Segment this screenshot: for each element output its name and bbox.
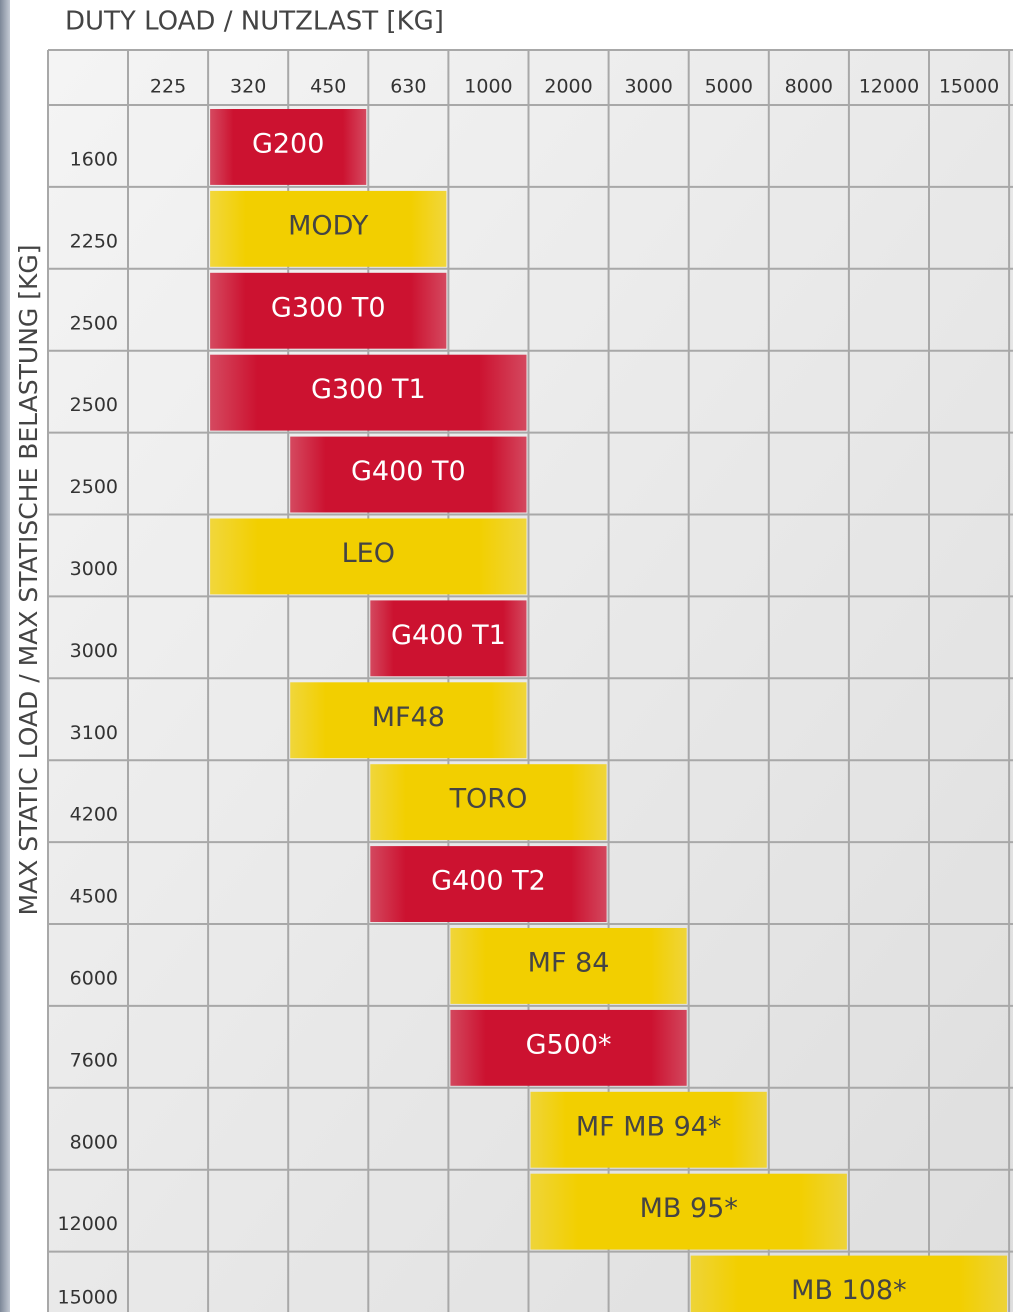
product-label: MB 95* — [640, 1193, 738, 1224]
product-label: G400 T1 — [391, 620, 506, 651]
row-label: 8000 — [70, 1131, 118, 1153]
product-label: G200 — [252, 129, 324, 160]
chart: DUTY LOAD / NUTZLAST [KG] MAX STATIC LOA… — [0, 0, 1013, 1312]
product-label: MF 84 — [528, 948, 610, 979]
title: DUTY LOAD / NUTZLAST [KG] — [65, 7, 444, 37]
row-label: 1600 — [70, 149, 118, 171]
row-label: 2500 — [70, 476, 118, 498]
product-label: MF48 — [372, 702, 445, 733]
product-label: G500* — [526, 1029, 612, 1060]
column-header: 450 — [310, 76, 346, 98]
column-header: 630 — [390, 76, 426, 98]
row-label: 15000 — [58, 1287, 118, 1309]
product-label: LEO — [342, 538, 395, 569]
product-label: G400 T2 — [431, 866, 546, 897]
product-label: G400 T0 — [351, 456, 466, 487]
column-header: 2000 — [544, 76, 592, 98]
row-label: 6000 — [70, 968, 118, 990]
row-label: 3000 — [70, 640, 118, 662]
product-label: G300 T0 — [271, 292, 386, 323]
product-label: MF MB 94* — [576, 1111, 722, 1142]
column-header: 3000 — [624, 76, 672, 98]
row-label: 4200 — [70, 804, 118, 826]
row-label: 2500 — [70, 394, 118, 416]
product-label: MODY — [288, 210, 369, 241]
column-header: 15000 — [939, 76, 999, 98]
page: DUTY LOAD / NUTZLAST [KG] MAX STATIC LOA… — [0, 0, 1013, 1312]
product-label: G300 T1 — [311, 374, 426, 405]
row-label: 7600 — [70, 1049, 118, 1071]
row-label: 2250 — [70, 230, 118, 252]
column-header: 320 — [230, 76, 266, 98]
product-label: MB 108* — [791, 1275, 906, 1306]
row-label: 3000 — [70, 558, 118, 580]
row-label: 3100 — [70, 722, 118, 744]
y-axis-label: MAX STATIC LOAD / MAX STATISCHE BELASTUN… — [14, 245, 43, 916]
column-header: 225 — [150, 76, 186, 98]
side-strip — [0, 0, 10, 1312]
column-header: 12000 — [859, 76, 919, 98]
column-header: 1000 — [464, 76, 512, 98]
row-label: 4500 — [70, 886, 118, 908]
column-header: 8000 — [785, 76, 833, 98]
row-label: 12000 — [58, 1213, 118, 1235]
column-header: 5000 — [705, 76, 753, 98]
row-label: 2500 — [70, 312, 118, 334]
product-label: TORO — [449, 784, 528, 815]
